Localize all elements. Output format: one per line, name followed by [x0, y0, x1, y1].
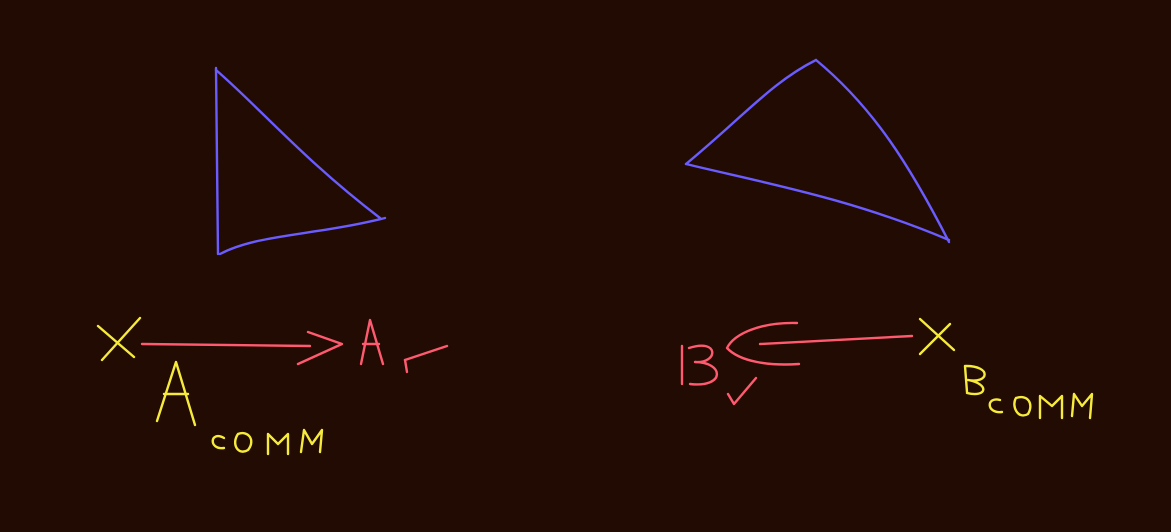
left-label-a — [155, 360, 197, 427]
right-label-com — [988, 392, 1094, 420]
right-label-bv — [680, 344, 758, 406]
left-triangle-side — [214, 66, 220, 256]
right-triangle-side — [684, 162, 951, 242]
left-triangle-side — [214, 68, 382, 220]
right-label-b — [963, 364, 986, 396]
left-triangle — [214, 66, 387, 256]
left-label-com — [211, 428, 324, 456]
left-vector-arrow — [140, 330, 344, 366]
right-triangle-side — [814, 58, 951, 244]
left-label-x — [96, 316, 142, 362]
left-label-av — [359, 318, 449, 374]
right-vector-arrow — [725, 321, 914, 366]
right-label-x — [918, 317, 956, 356]
left-triangle-side — [218, 216, 387, 256]
right-triangle — [684, 58, 951, 244]
right-triangle-side — [684, 58, 818, 166]
